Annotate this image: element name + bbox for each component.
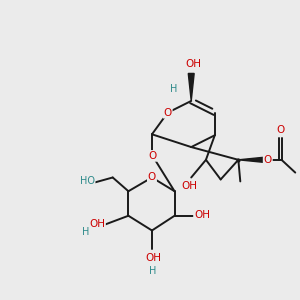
Text: O: O [148, 172, 156, 182]
Text: H: H [82, 227, 89, 237]
Polygon shape [188, 74, 194, 101]
Text: HO: HO [80, 176, 95, 186]
Text: H: H [149, 266, 157, 276]
Text: OH: OH [181, 181, 197, 191]
Text: O: O [149, 151, 157, 161]
Text: H: H [170, 84, 177, 94]
Text: O: O [164, 108, 172, 118]
Text: OH: OH [185, 58, 201, 69]
Text: OH: OH [194, 210, 210, 220]
Polygon shape [238, 158, 263, 162]
Text: O: O [264, 155, 272, 165]
Text: O: O [276, 125, 285, 135]
Text: OH: OH [145, 253, 161, 263]
Text: OH: OH [89, 219, 105, 229]
